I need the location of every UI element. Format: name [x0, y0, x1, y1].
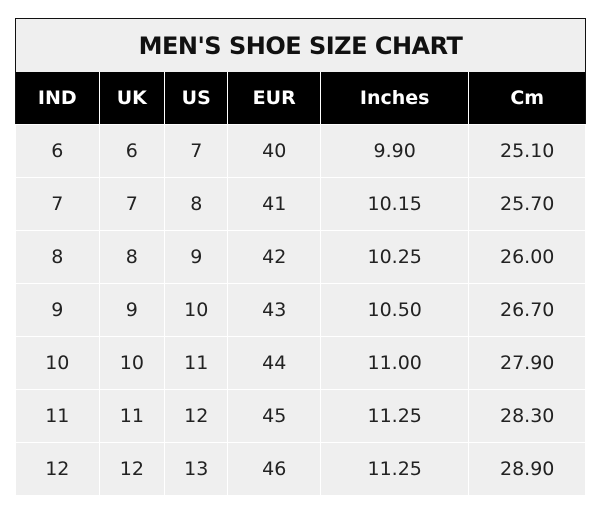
table-cell: 42 — [227, 230, 321, 284]
table-cell: 9.90 — [319, 124, 470, 178]
table-cell: 10.25 — [319, 230, 470, 284]
table-cell: 27.90 — [468, 336, 586, 390]
table-cell: 9 — [164, 230, 229, 284]
table-row: 12 12 13 46 11.25 28.90 — [15, 442, 586, 496]
table-cell: 10.50 — [319, 283, 470, 337]
table-cell: 11 — [15, 389, 100, 443]
table-cell: 7 — [164, 124, 229, 178]
table-row: 8 8 9 42 10.25 26.00 — [15, 230, 586, 284]
table-cell: 28.90 — [468, 442, 586, 496]
table-cell: 28.30 — [468, 389, 586, 443]
table-cell: 26.00 — [468, 230, 586, 284]
table-cell: 9 — [98, 283, 166, 337]
table-cell: 10 — [164, 283, 229, 337]
table-cell: 11 — [164, 336, 229, 390]
table-cell: 6 — [15, 124, 100, 178]
table-cell: 26.70 — [468, 283, 586, 337]
table-cell: 11 — [98, 389, 166, 443]
table-title: MEN'S SHOE SIZE CHART — [138, 31, 463, 60]
column-header: UK — [98, 72, 165, 125]
table-row: 10 10 11 44 11.00 27.90 — [15, 336, 586, 390]
table-cell: 41 — [227, 177, 321, 231]
table-cell: 9 — [15, 283, 100, 337]
table-cell: 7 — [98, 177, 166, 231]
table-row: 6 6 7 40 9.90 25.10 — [15, 124, 586, 178]
table-cell: 11.00 — [319, 336, 470, 390]
column-header: IND — [15, 72, 100, 125]
column-header: EUR — [227, 72, 321, 125]
table-cell: 43 — [227, 283, 321, 337]
table-cell: 8 — [98, 230, 166, 284]
table-cell: 8 — [15, 230, 100, 284]
table-row: 7 7 8 41 10.15 25.70 — [15, 177, 586, 231]
column-header: Inches — [319, 72, 469, 125]
table-cell: 40 — [227, 124, 321, 178]
table-row: 11 11 12 45 11.25 28.30 — [15, 389, 586, 443]
table-cell: 10 — [98, 336, 166, 390]
table-cell: 12 — [15, 442, 100, 496]
size-chart-table: MEN'S SHOE SIZE CHART IND UK US EUR Inches Cm… — [15, 18, 586, 496]
table-cell: 46 — [227, 442, 321, 496]
table-cell: 25.10 — [468, 124, 586, 178]
table-row: 9 9 10 43 10.50 26.70 — [15, 283, 586, 337]
table-cell: 13 — [164, 442, 229, 496]
table-cell: 12 — [98, 442, 166, 496]
table-cell: 44 — [227, 336, 321, 390]
table-cell: 45 — [227, 389, 321, 443]
header-row: IND UK US EUR Inches Cm — [15, 72, 586, 125]
column-header: US — [164, 72, 228, 125]
table-cell: 12 — [164, 389, 229, 443]
table-cell: 11.25 — [319, 389, 470, 443]
table-cell: 6 — [98, 124, 166, 178]
table-cell: 25.70 — [468, 177, 586, 231]
table-cell: 7 — [15, 177, 100, 231]
table-cell: 8 — [164, 177, 229, 231]
table-cell: 11.25 — [319, 442, 470, 496]
table-cell: 10.15 — [319, 177, 470, 231]
table-cell: 10 — [15, 336, 100, 390]
column-header: Cm — [468, 72, 586, 125]
